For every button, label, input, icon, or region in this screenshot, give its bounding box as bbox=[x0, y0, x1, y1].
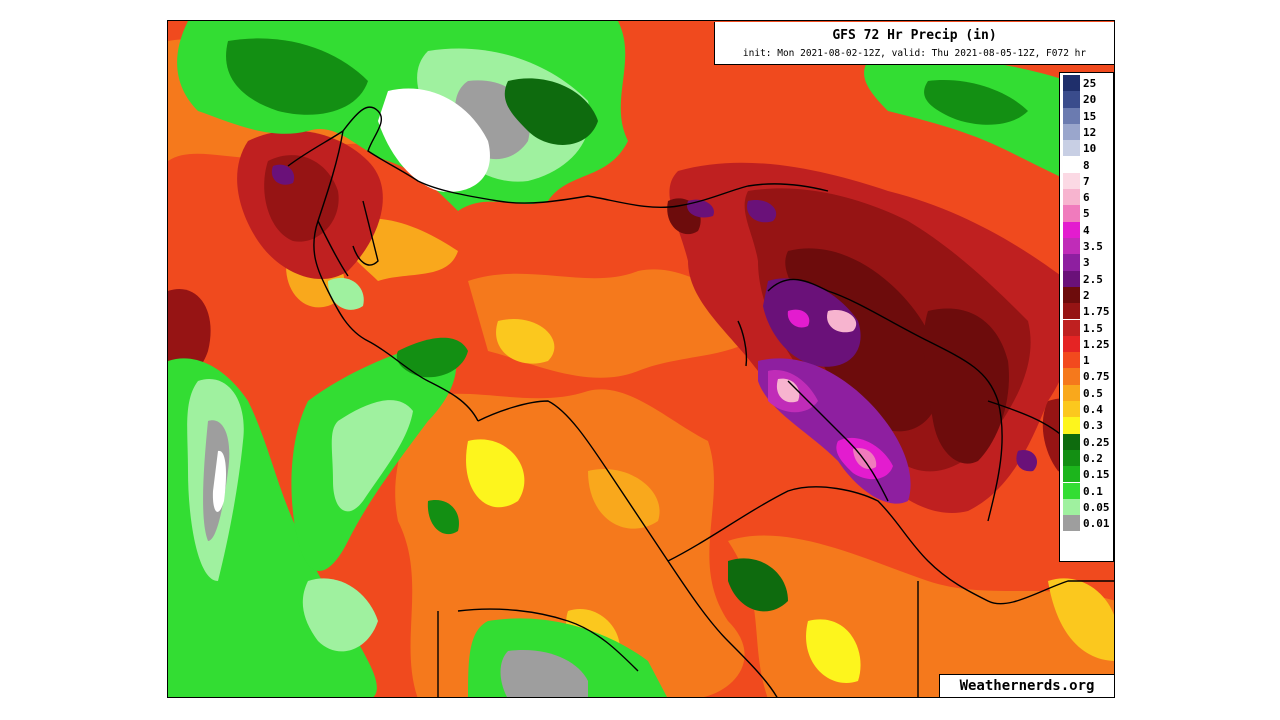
legend-row: 0.5 bbox=[1062, 384, 1113, 401]
legend-label: 0.05 bbox=[1083, 500, 1110, 514]
legend-label: 10 bbox=[1083, 142, 1097, 156]
legend-swatch bbox=[1063, 384, 1080, 401]
legend-label: 20 bbox=[1083, 93, 1097, 107]
legend-swatch bbox=[1063, 254, 1080, 271]
legend-swatch bbox=[1063, 417, 1080, 434]
legend-swatch bbox=[1063, 123, 1080, 141]
legend-row: 20 bbox=[1062, 91, 1113, 108]
precip-legend: 25 20 15 12 10 8 7 6 5 4 3.5 3 2.5 2 1.75 1.5 1.25 1 0.75 0… bbox=[1059, 72, 1114, 562]
legend-swatch bbox=[1063, 433, 1080, 450]
legend-swatch bbox=[1063, 482, 1080, 499]
legend-swatch bbox=[1063, 335, 1080, 353]
legend-row: 2 bbox=[1062, 286, 1113, 304]
legend-row: 2.5 bbox=[1062, 270, 1113, 287]
legend-label: 0.1 bbox=[1083, 484, 1103, 498]
legend-label: 0.75 bbox=[1083, 370, 1110, 384]
legend-swatch bbox=[1063, 515, 1080, 532]
legend-row: 0.4 bbox=[1062, 401, 1113, 418]
precipitation-map bbox=[167, 20, 1115, 698]
legend-label: 12 bbox=[1083, 125, 1097, 139]
precip-field bbox=[168, 21, 1114, 697]
precip-light-areas bbox=[168, 21, 1114, 697]
legend-label: 0.5 bbox=[1083, 386, 1103, 400]
legend-row: 6 bbox=[1062, 189, 1113, 206]
legend-swatch bbox=[1063, 368, 1080, 385]
legend-swatch bbox=[1063, 319, 1080, 336]
legend-row: 25 bbox=[1062, 75, 1113, 92]
legend-row: 1.75 bbox=[1062, 303, 1113, 320]
legend-swatch bbox=[1063, 466, 1080, 483]
legend-label: 1.25 bbox=[1083, 337, 1110, 351]
legend-label: 0.4 bbox=[1083, 403, 1103, 416]
legend-row: 0.05 bbox=[1062, 498, 1113, 516]
legend-swatch bbox=[1063, 352, 1080, 369]
legend-swatch bbox=[1063, 107, 1080, 124]
legend-row: 0.75 bbox=[1062, 368, 1113, 385]
legend-swatch bbox=[1063, 270, 1080, 287]
legend-label: 15 bbox=[1083, 109, 1097, 123]
legend-row: 1.25 bbox=[1062, 335, 1113, 353]
legend-label: 3.5 bbox=[1083, 240, 1103, 253]
legend-label: 0.01 bbox=[1083, 517, 1110, 531]
map-title: GFS 72 Hr Precip (in) bbox=[832, 28, 997, 43]
legend-row: 7 bbox=[1062, 172, 1113, 190]
legend-row: 12 bbox=[1062, 123, 1113, 141]
legend-label: 25 bbox=[1083, 77, 1097, 90]
legend-row: 0.1 bbox=[1062, 482, 1113, 499]
legend-row: 10 bbox=[1062, 140, 1113, 157]
map-subtitle: init: Mon 2021-08-02-12Z, valid: Thu 202… bbox=[742, 48, 1087, 59]
legend-label: 0.3 bbox=[1083, 419, 1103, 433]
legend-swatch bbox=[1063, 221, 1080, 238]
legend-row: 3.5 bbox=[1062, 238, 1113, 255]
legend-swatch bbox=[1063, 449, 1080, 467]
legend-label: 1.75 bbox=[1083, 305, 1110, 319]
legend-label: 8 bbox=[1083, 158, 1090, 172]
legend-swatch bbox=[1063, 156, 1080, 173]
map-title-box: GFS 72 Hr Precip (in) init: Mon 2021-08-… bbox=[714, 22, 1114, 65]
legend-label: 2.5 bbox=[1083, 272, 1103, 286]
legend-row: 0.2 bbox=[1062, 449, 1113, 467]
legend-row bbox=[1062, 531, 1113, 548]
legend-swatch bbox=[1063, 286, 1080, 304]
legend-swatch bbox=[1063, 238, 1080, 255]
legend-swatch bbox=[1063, 189, 1080, 206]
legend-row: 15 bbox=[1062, 107, 1113, 124]
legend-row: 1.5 bbox=[1062, 319, 1113, 336]
legend-swatch bbox=[1063, 205, 1080, 222]
legend-swatch bbox=[1063, 498, 1080, 516]
legend-label: 0.25 bbox=[1083, 435, 1110, 449]
legend-label: 7 bbox=[1083, 174, 1090, 188]
legend-row: 3 bbox=[1062, 254, 1113, 271]
legend-swatch bbox=[1063, 75, 1080, 92]
legend-row: 8 bbox=[1062, 156, 1113, 173]
legend-swatch bbox=[1063, 140, 1080, 157]
legend-swatch bbox=[1063, 401, 1080, 418]
legend-row: 1 bbox=[1062, 352, 1113, 369]
legend-row: 5 bbox=[1062, 205, 1113, 222]
legend-row: 4 bbox=[1062, 221, 1113, 238]
legend-row: 0.01 bbox=[1062, 515, 1113, 532]
legend-row: 0.25 bbox=[1062, 433, 1113, 450]
legend-swatch bbox=[1063, 172, 1080, 190]
legend-label: 2 bbox=[1083, 288, 1090, 302]
legend-row: 0.15 bbox=[1062, 466, 1113, 483]
legend-swatch bbox=[1063, 91, 1080, 108]
credit-label: Weathernerds.org bbox=[939, 674, 1114, 697]
legend-label: 4 bbox=[1083, 223, 1090, 237]
legend-swatch bbox=[1063, 531, 1080, 548]
legend-label: 3 bbox=[1083, 256, 1090, 270]
legend-label: 1.5 bbox=[1083, 321, 1103, 335]
legend-row: 0.3 bbox=[1062, 417, 1113, 434]
legend-label: 1 bbox=[1083, 354, 1090, 368]
legend-label: 0.2 bbox=[1083, 451, 1103, 465]
legend-label: 6 bbox=[1083, 191, 1090, 205]
legend-swatch bbox=[1063, 303, 1080, 320]
legend-label: 5 bbox=[1083, 207, 1090, 221]
legend-label: 0.15 bbox=[1083, 468, 1110, 482]
precip-extreme-areas bbox=[271, 164, 1038, 504]
